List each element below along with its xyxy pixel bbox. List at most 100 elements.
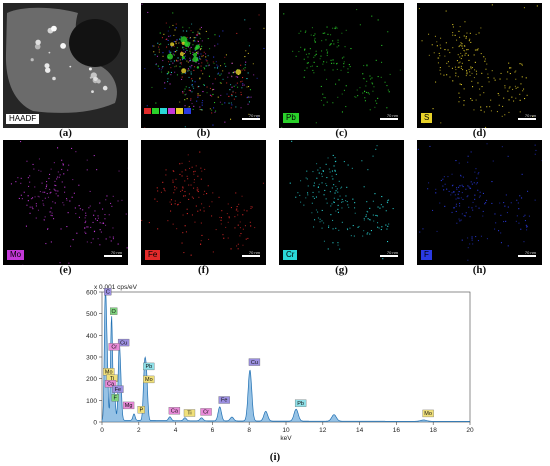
peak-label: Fe [115, 387, 121, 393]
scale-bar: 70 nm [518, 113, 536, 120]
peak-label: O [112, 309, 117, 315]
scale-bar: 70 nm [380, 113, 398, 120]
panel-g-cr-map: Cr 70 nm [279, 140, 404, 265]
peak-label-box [111, 394, 119, 402]
element-label-s: S [421, 113, 433, 123]
scale-bar-text: 70 nm [248, 113, 260, 118]
caption-e: (e) [59, 264, 72, 276]
overlay-legend [144, 108, 191, 114]
eds-spectrum-chart: 0 100 200 300 400 500 600 0 2 4 6 8 10 12 14 16 18 20 x 0.… [86, 284, 474, 442]
peak-label-box [108, 343, 120, 351]
caption-i: (i) [269, 451, 281, 463]
peak-label: Cr [111, 345, 117, 351]
overlay-legend-swatch [176, 108, 183, 114]
scale-bar-line [242, 255, 260, 257]
panel-c-image [281, 9, 401, 128]
scale-bar-line [380, 118, 398, 120]
peak-label: Ti [187, 411, 191, 417]
haadf-label: HAADF [6, 114, 40, 124]
panel-d-s-map: S 70 nm [417, 3, 542, 128]
scale-bar: 70 nm [518, 250, 536, 257]
peak-label-box [183, 409, 196, 417]
overlay-legend-swatch [144, 108, 151, 114]
caption-b: (b) [196, 127, 211, 139]
scale-bar-line [242, 118, 260, 120]
y-tick-label: 0 [93, 420, 97, 427]
y-tick-label: 300 [86, 355, 97, 362]
x-tick-label: 4 [174, 427, 178, 434]
scale-bar-text: 70 nm [386, 113, 398, 118]
scale-bar-line [518, 118, 536, 120]
panel-a-image [3, 3, 128, 128]
peak-label-box [137, 406, 145, 414]
x-tick-label: 8 [247, 427, 251, 434]
peak-label: F [113, 396, 117, 402]
x-tick-label: 18 [430, 427, 438, 434]
y-tick-label: 400 [86, 333, 97, 340]
panel-d-image [418, 4, 538, 128]
caption-f: (f) [198, 264, 209, 276]
peak-label-box [143, 375, 155, 384]
peak-label-box [168, 407, 181, 415]
caption-h: (h) [472, 264, 487, 276]
spectrum-line [101, 291, 470, 422]
peak-label: Mo [105, 370, 113, 376]
scale-bar: 70 nm [242, 250, 260, 257]
x-tick-label: 6 [211, 427, 215, 434]
peak-label: Mo [424, 411, 432, 417]
scale-bar-line [518, 255, 536, 257]
overlay-legend-swatch [152, 108, 159, 114]
panel-b-overlay: 70 nm [141, 3, 266, 128]
x-tick-label: 0 [100, 427, 104, 434]
caption-d: (d) [472, 127, 487, 139]
scale-bar: 70 nm [242, 113, 260, 120]
peak-label: Pb [145, 364, 152, 370]
peak-label-box [422, 409, 434, 418]
overlay-legend-swatch [160, 108, 167, 114]
peak-label-box [248, 358, 261, 366]
panel-c-pb-map: Pb 70 nm [279, 3, 404, 128]
caption-a: (a) [59, 127, 72, 139]
y-tick-label: 100 [86, 398, 97, 405]
peak-label: Fe [221, 398, 227, 404]
x-axis-label: keV [280, 435, 292, 442]
peak-label-box [110, 307, 118, 315]
scale-bar-line [104, 255, 122, 257]
panel-h-image [417, 143, 542, 261]
peak-label-box [122, 401, 135, 410]
element-label-cr: Cr [283, 250, 298, 260]
x-tick-label: 14 [356, 427, 364, 434]
element-label-pb: Pb [283, 113, 299, 123]
peak-label: Mg [125, 403, 133, 409]
y-tick-label: 600 [86, 290, 97, 297]
panel-e-image [10, 141, 128, 265]
unit-label: x 0.001 cps/eV [94, 284, 138, 291]
peak-label: Ca [107, 381, 115, 387]
overlay-legend-swatch [168, 108, 175, 114]
panel-f-fe-map: Fe 70 nm [141, 140, 266, 265]
y-tick-label: 500 [86, 311, 97, 318]
peak-label: P [139, 407, 143, 413]
peak-label-box [218, 396, 230, 404]
caption-g: (g) [335, 264, 348, 276]
panel-b-image [141, 3, 265, 128]
panel-g-image [289, 140, 394, 260]
peak-label: C [106, 289, 110, 295]
peak-label-box [200, 408, 212, 416]
peak-label-box [294, 399, 307, 407]
peak-label: Ti [110, 376, 114, 382]
scale-bar: 70 nm [380, 250, 398, 257]
panel-a-haadf: HAADF [3, 3, 128, 128]
scale-bar: 70 nm [104, 250, 122, 257]
peak-label: Pb [297, 401, 304, 407]
x-tick-label: 12 [319, 427, 327, 434]
scale-bar-text: 70 nm [110, 250, 122, 255]
peak-label-box [143, 362, 155, 371]
x-tick-label: 10 [282, 427, 290, 434]
peak-label-box [104, 288, 112, 296]
caption-c: (c) [335, 127, 348, 139]
element-label-mo: Mo [7, 250, 25, 260]
overlay-legend-swatch [184, 108, 191, 114]
panel-h-f-map: F 70 nm [417, 140, 542, 265]
scale-bar-text: 70 nm [524, 113, 536, 118]
